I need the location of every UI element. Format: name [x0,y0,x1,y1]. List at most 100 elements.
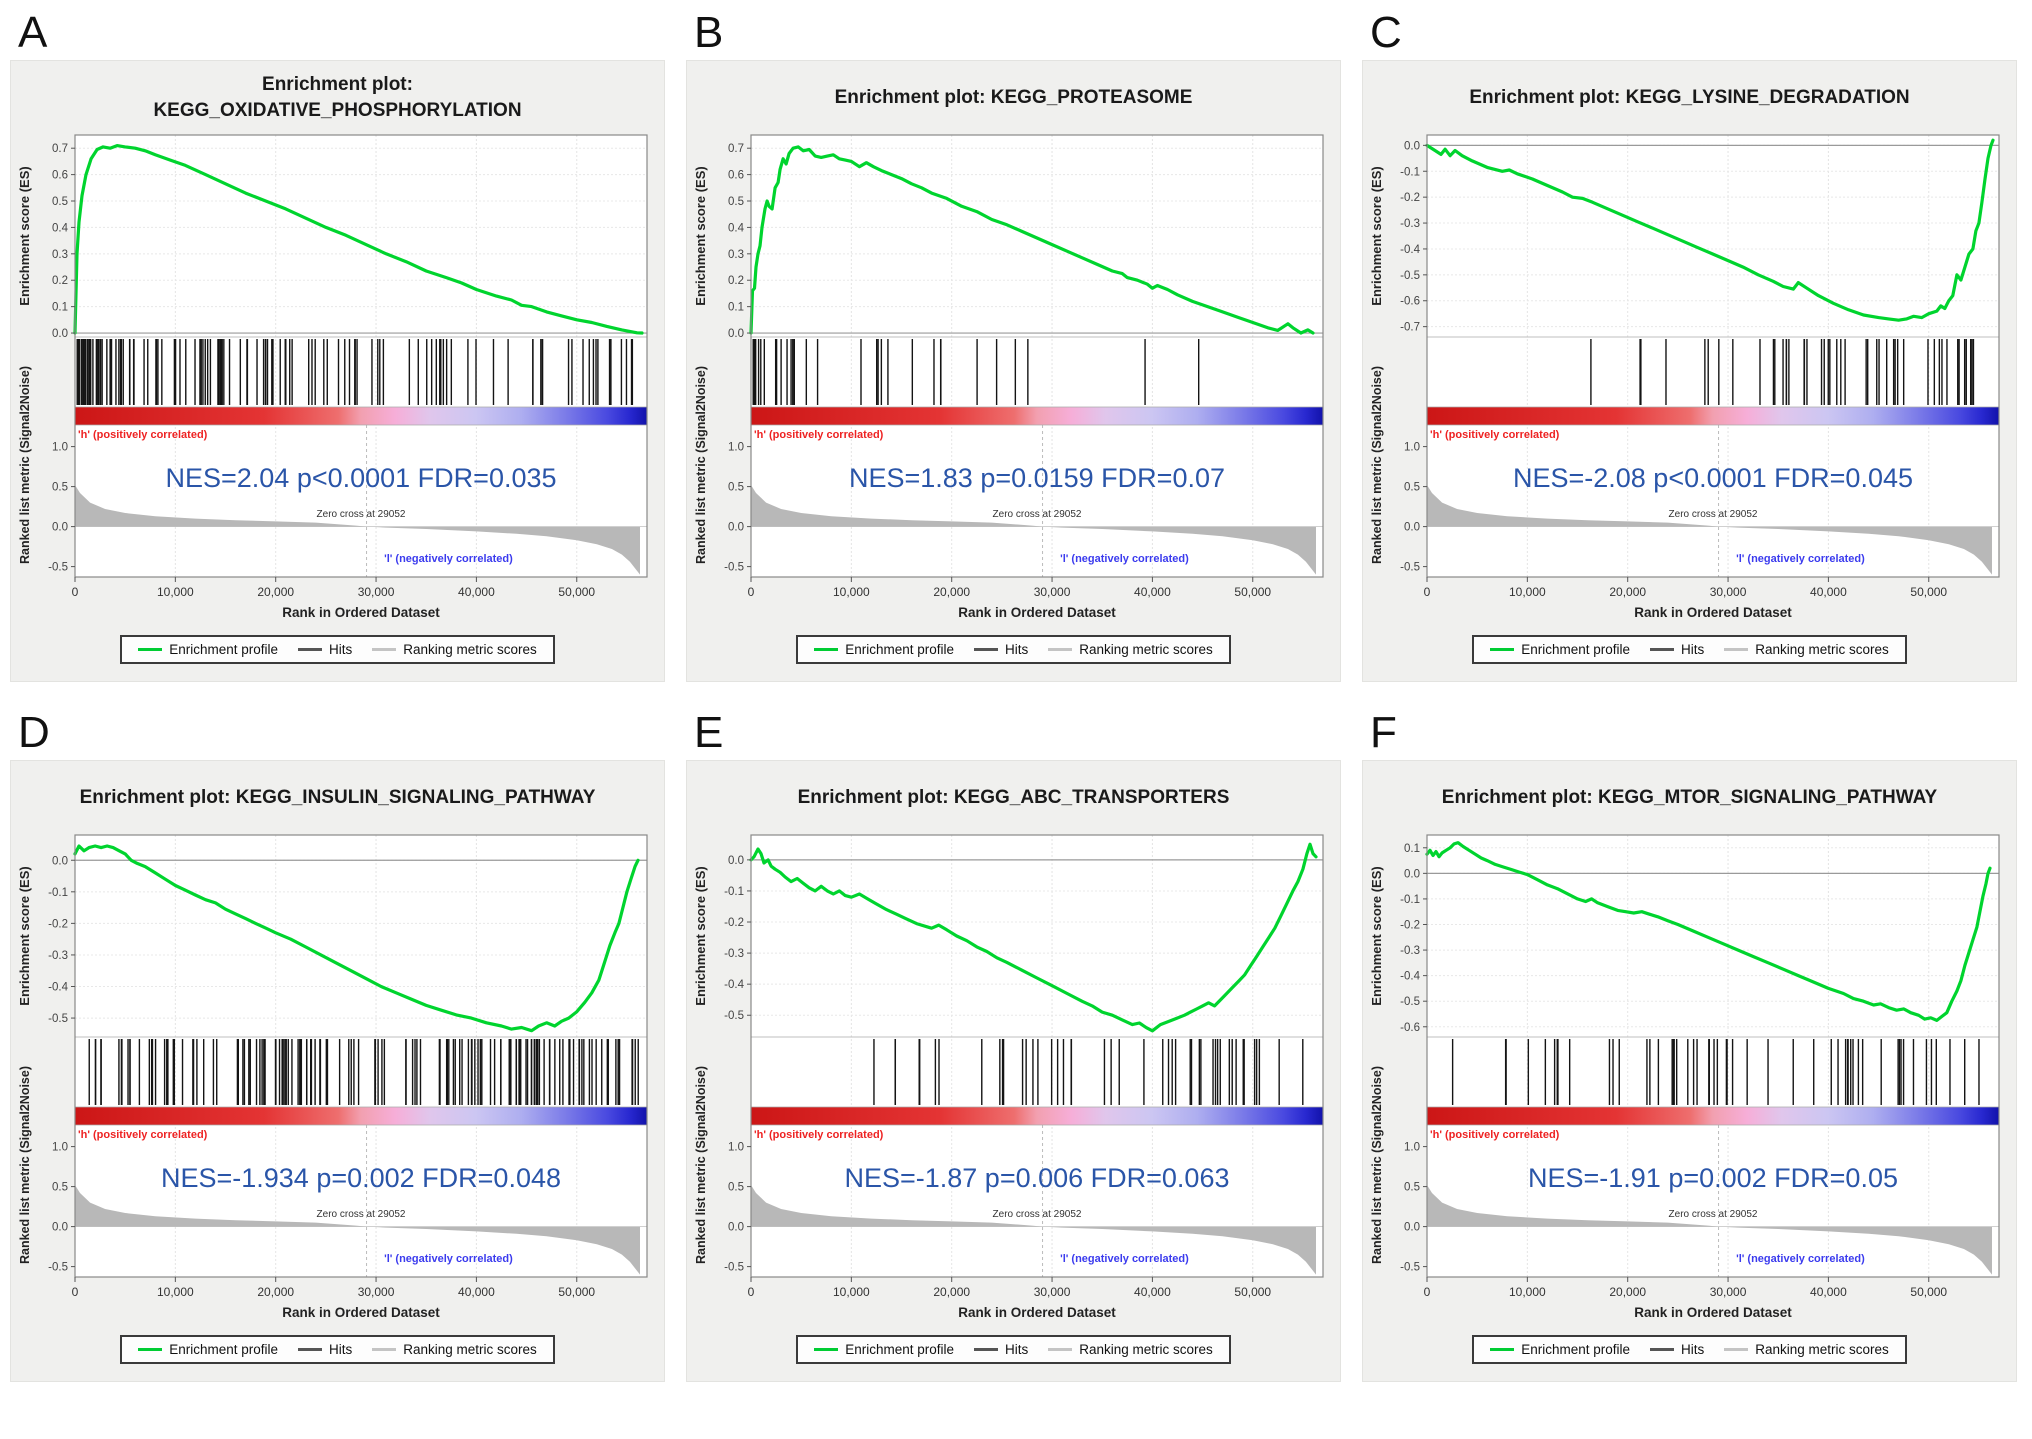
es-tick-label: 0.1 [52,302,68,314]
es-tick-label: 0.6 [728,170,744,182]
es-tick-label: 0.3 [52,249,68,261]
plot-border [750,134,1324,578]
ranked-tick-label: -0.5 [48,562,68,574]
ranked-metric-area [1427,485,1992,575]
es-tick-label: 0.2 [728,275,744,287]
ranked-tick-label: 0.5 [52,1182,68,1194]
x-tick-label: 10,000 [1509,585,1546,599]
zero-cross-label: Zero cross at 29052 [317,1209,406,1220]
panel-wrap: D Enrichment plot: KEGG_INSULIN_SIGNALIN… [10,708,665,1382]
es-tick-label: 0.4 [52,222,69,234]
es-tick-label: 0.5 [52,196,68,208]
es-curve-line [1425,841,1992,1022]
x-tick-label: 50,000 [558,1285,595,1299]
panel-title-line: Enrichment plot: KEGG_PROTEASOME [834,87,1193,108]
ranking-metric-line-icon [372,648,397,651]
zero-cross-label: Zero cross at 29052 [993,509,1082,520]
ranked-metric-area [75,1185,640,1275]
enrichment-chart-svg: 0.0 -0.1 -0.2 -0.3 -0.4 -0.5 1.0 0.5 0.0 -0.5 0 10,… [17,834,648,1320]
x-tick-label: 40,000 [458,585,495,599]
ranked-metric-area [75,485,640,575]
legend-label: Hits [329,642,353,657]
plot-border [74,134,648,578]
es-tick-label: 0.3 [728,249,744,261]
es-tick-label: -0.2 [1400,919,1420,931]
enrichment-chart-svg: 0.7 0.6 0.5 0.4 0.3 0.2 0.1 0.0 1.0 0.5 0.0 -0.5 0 10… [17,134,648,620]
legend-label: Enrichment profile [169,642,278,657]
es-tick-label: 0.2 [52,275,68,287]
x-tick-label: 20,000 [1609,585,1646,599]
ranking-metric-line-icon [1048,648,1073,651]
es-tick-label: 0.0 [1404,868,1420,880]
es-tick-label: 0.4 [728,222,745,234]
x-axis-label: Rank in Ordered Dataset [282,605,440,620]
x-tick-label: 50,000 [1910,1285,1947,1299]
hits-line-icon [298,1348,322,1351]
enrichment-profile-line-icon [1490,1348,1515,1351]
x-tick-label: 40,000 [1134,585,1171,599]
x-tick-label: 30,000 [1710,585,1747,599]
es-tick-label: 0.0 [52,855,68,867]
zero-cross-label: Zero cross at 29052 [1669,1209,1758,1220]
pos-correlated-label: 'h' (positively correlated) [754,1129,884,1141]
ranked-tick-label: 0.5 [52,482,68,494]
panel-label: E [694,708,724,757]
panel-wrap: B Enrichment plot: KEGG_PROTEASOME 0.7 0.… [686,8,1341,682]
plot-background [751,835,1323,1277]
zero-cross-label: Zero cross at 29052 [993,1209,1082,1220]
x-tick-label: 40,000 [1134,1285,1171,1299]
ranked-tick-label: 0.0 [1404,522,1420,534]
x-axis-label: Rank in Ordered Dataset [958,605,1116,620]
legend-label: Enrichment profile [1521,1342,1630,1357]
panel-label: C [1370,8,1402,57]
ranked-tick-label: 0.5 [1404,1182,1420,1194]
es-tick-label: -0.4 [48,982,68,994]
panel-label: A [18,8,48,57]
x-tick-label: 0 [1424,585,1431,599]
legend-item: Ranking metric scores [1048,642,1213,657]
rank-gradient-bar [751,407,1323,425]
ranked-tick-label: -0.5 [724,562,744,574]
panel-title-line: Enrichment plot: [262,74,413,95]
gsea-panel: Enrichment plot: KEGG_ABC_TRANSPORTERS 0… [686,760,1341,1382]
ranking-metric-line-icon [372,1348,397,1351]
es-tick-label: 0.0 [52,328,68,340]
pos-correlated-label: 'h' (positively correlated) [1430,1129,1560,1141]
x-tick-label: 0 [748,1285,755,1299]
enrichment-profile-line-icon [814,648,839,651]
es-tick-label: 0.0 [728,328,744,340]
es-tick-label: -0.6 [1400,1022,1420,1034]
legend-label: Hits [1681,642,1705,657]
legend-label: Ranking metric scores [1079,1342,1213,1357]
legend-label: Hits [1005,642,1029,657]
rank-gradient-bar [751,1107,1323,1125]
gsea-panel: Enrichment plot: KEGG_INSULIN_SIGNALING_… [10,760,665,1382]
es-axis-label: Enrichment score (ES) [1369,866,1384,1005]
pos-correlated-label: 'h' (positively correlated) [78,1129,208,1141]
es-tick-label: -0.4 [1400,244,1420,256]
es-tick-label: -0.3 [1400,945,1420,957]
zero-cross-label: Zero cross at 29052 [317,509,406,520]
legend-item: Ranking metric scores [1724,642,1889,657]
ranking-metric-line-icon [1048,1348,1073,1351]
legend-label: Hits [329,1342,353,1357]
legend-item: Ranking metric scores [1048,1342,1213,1357]
hits-strip [76,339,634,405]
legend-label: Hits [1005,1342,1029,1357]
panel-title: Enrichment plot: KEGG_ABC_TRANSPORTERS [691,769,1336,827]
nes-stats-text: NES=-1.91 p=0.002 FDR=0.05 [1528,1163,1898,1193]
ranking-metric-line-icon [1724,1348,1749,1351]
panel-label: D [18,708,50,757]
x-axis-label: Rank in Ordered Dataset [958,1305,1116,1320]
x-tick-label: 10,000 [833,1285,870,1299]
x-tick-label: 40,000 [458,1285,495,1299]
ranked-metric-area [751,485,1316,575]
es-tick-label: 0.6 [52,170,68,182]
hits-line-icon [974,648,998,651]
legend-label: Ranking metric scores [1079,642,1213,657]
ranked-tick-label: 1.0 [52,442,68,454]
legend-label: Ranking metric scores [1755,1342,1889,1357]
x-tick-label: 50,000 [1234,585,1271,599]
es-tick-label: -0.5 [48,1013,68,1025]
hits-line-icon [1650,648,1674,651]
